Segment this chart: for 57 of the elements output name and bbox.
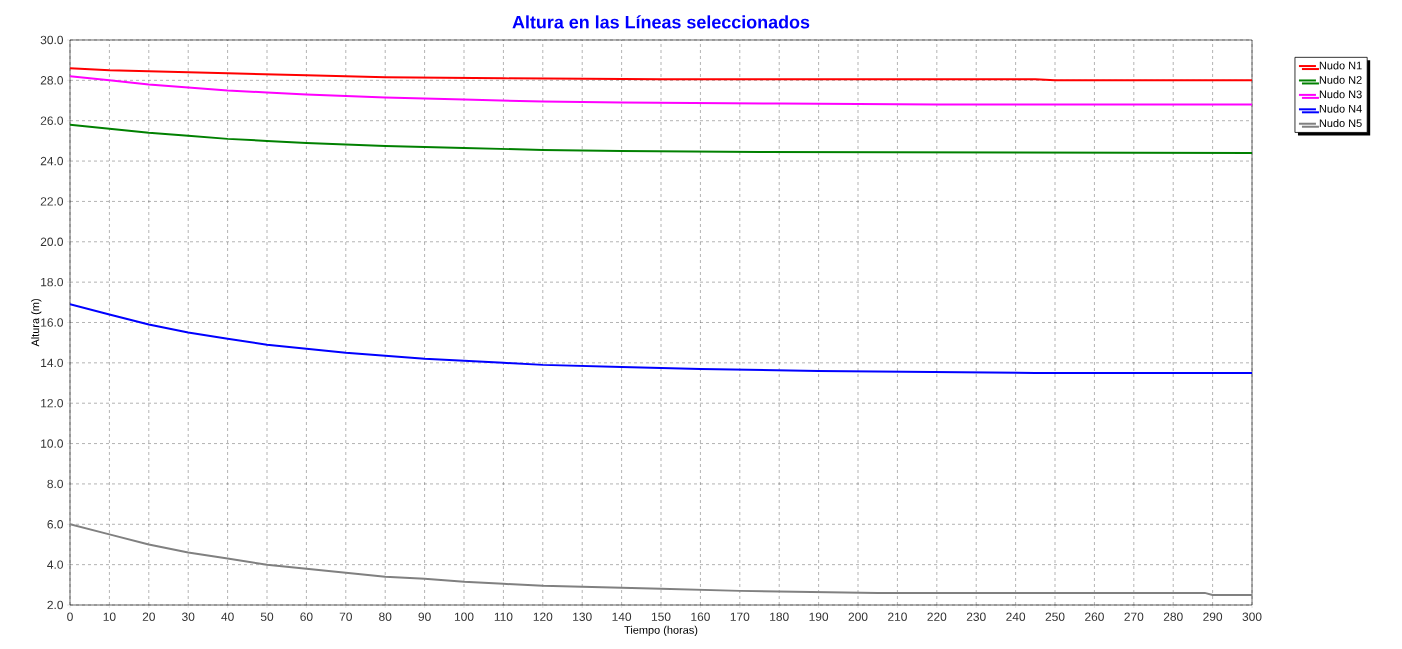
x-tick-label: 30	[182, 612, 195, 621]
x-tick-label: 70	[339, 612, 352, 621]
y-tick-label: 12.0	[41, 398, 64, 408]
y-tick-label: 2.0	[47, 600, 64, 610]
x-tick-label: 220	[927, 612, 947, 621]
x-tick-label: 60	[300, 612, 313, 621]
y-tick-label: 28.0	[40, 76, 64, 85]
y-tick-label: 22.0	[40, 197, 64, 206]
line-series	[70, 123, 1253, 154]
x-tick-label: 140	[612, 612, 632, 621]
x-tick-label: 40	[221, 612, 234, 621]
y-tick-label: 4.0	[47, 560, 64, 569]
x-tick-label: 90	[418, 612, 431, 621]
y-tick-label: 10.0	[41, 439, 64, 448]
x-tick-label: 230	[966, 612, 986, 621]
x-tick-label: 290	[1203, 612, 1223, 621]
x-tick-label: 180	[770, 612, 789, 621]
legend-label: Nudo N3	[1319, 90, 1362, 99]
legend-label: Nudo N5	[1319, 119, 1362, 128]
x-tick-label: 150	[651, 612, 671, 621]
y-tick-label: 18.0	[41, 277, 64, 287]
x-tick-label: 280	[1163, 612, 1183, 621]
x-tick-label: 130	[573, 612, 592, 621]
x-tick-label: 10	[103, 612, 116, 621]
x-tick-label: 300	[1242, 612, 1262, 621]
x-tick-label: 160	[691, 612, 710, 621]
x-tick-label: 250	[1045, 612, 1065, 621]
x-axis-title: Tiempo (horas)	[624, 625, 698, 637]
y-tick-label: 26.0	[40, 116, 64, 125]
y-axis-title: Altura (m)	[31, 299, 42, 347]
legend-label: Nudo N4	[1319, 104, 1362, 113]
x-tick-label: 260	[1085, 612, 1104, 621]
x-tick-label: 200	[848, 612, 868, 621]
x-tick-label: 80	[379, 612, 392, 621]
x-tick-label: 240	[1006, 612, 1026, 621]
x-tick-label: 50	[260, 612, 274, 621]
y-tick-label: 14.0	[41, 358, 64, 368]
y-tick-label: 24.0	[40, 156, 64, 166]
line-series	[70, 303, 1253, 374]
y-tick-label: 20.0	[40, 237, 64, 247]
legend-label: Nudo N1	[1319, 61, 1362, 70]
x-tick-label: 120	[533, 612, 553, 621]
y-tick-label: 8.0	[47, 479, 64, 489]
x-tick-label: 20	[142, 612, 155, 621]
x-tick-label: 170	[730, 612, 750, 621]
chart-title: Altura en las Líneas seleccionados	[512, 15, 810, 29]
x-tick-label: 0	[67, 612, 73, 621]
y-tick-label: 6.0	[47, 520, 64, 529]
x-tick-label: 270	[1124, 612, 1144, 621]
legend-label: Nudo N2	[1319, 75, 1362, 84]
x-tick-label: 190	[809, 612, 829, 621]
x-tick-label: 100	[454, 612, 474, 621]
y-tick-label: 16.0	[41, 318, 64, 327]
line-series	[70, 75, 1253, 106]
x-tick-label: 210	[888, 612, 907, 621]
y-tick-label: 30.0	[40, 35, 64, 45]
x-tick-label: 110	[494, 612, 513, 621]
